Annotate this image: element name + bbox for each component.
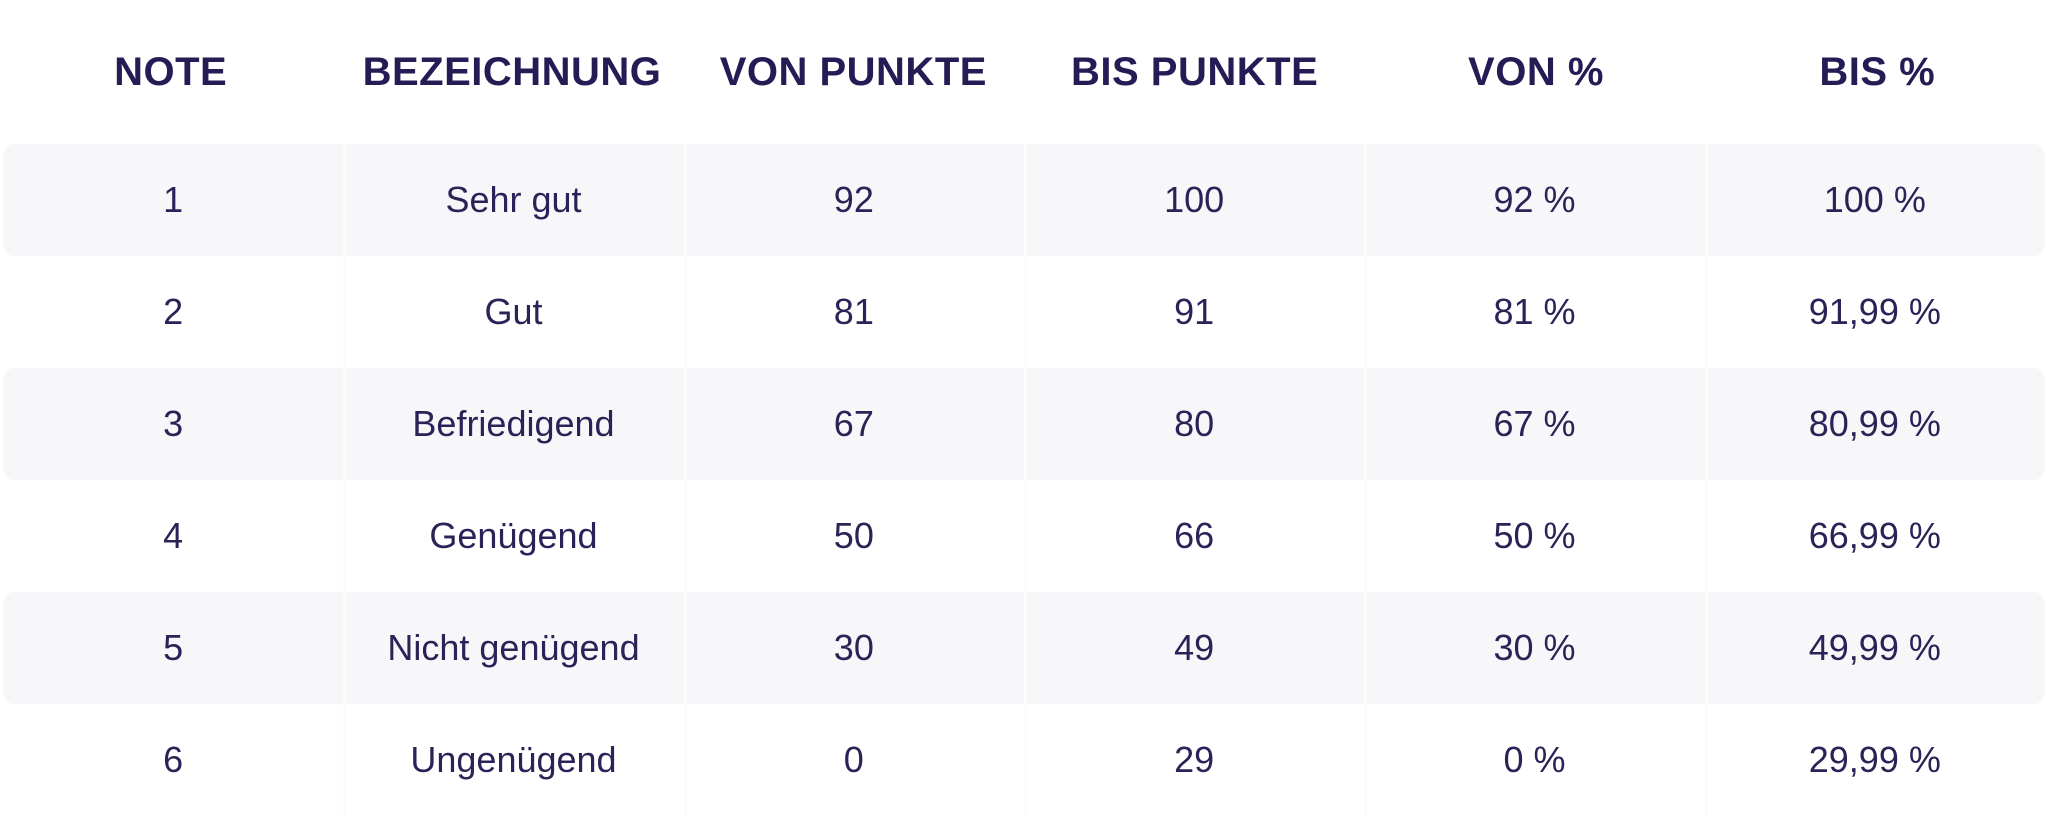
cell-note: 2	[163, 291, 184, 332]
table-header-row: NOTE BEZEICHNUNG VON PUNKTE BIS PUNKTE V…	[0, 0, 2048, 144]
cell-bis-prozent: 80,99 %	[1705, 368, 2045, 480]
cell-von-prozent: 0 %	[1364, 704, 1704, 816]
cell-note: 4	[163, 515, 184, 556]
column-header-bis-punkte: BIS PUNKTE	[1071, 49, 1319, 94]
cell-bezeichnung: Gut	[343, 256, 683, 368]
cell-bezeichnung: Befriedigend	[343, 368, 683, 480]
column-header-von-prozent: VON %	[1468, 49, 1604, 94]
table-row: 2 Gut 81 91 81 % 91,99 %	[3, 256, 2045, 368]
column-header-bis-prozent: BIS %	[1819, 49, 1936, 94]
cell-von-punkte: 0	[684, 704, 1024, 816]
cell-von-prozent: 81 %	[1364, 256, 1704, 368]
cell-bezeichnung: Nicht genügend	[343, 592, 683, 704]
cell-bis-prozent: 100 %	[1705, 144, 2045, 256]
cell-bis-punkte: 66	[1024, 480, 1364, 592]
column-header-note: NOTE	[114, 49, 228, 94]
cell-von-prozent: 92 %	[1364, 144, 1704, 256]
cell-von-punkte: 92	[684, 144, 1024, 256]
table-row: 3 Befriedigend 67 80 67 % 80,99 %	[3, 368, 2045, 480]
cell-bis-punkte: 100	[1024, 144, 1364, 256]
cell-von-punkte: 30	[684, 592, 1024, 704]
cell-von-prozent: 30 %	[1364, 592, 1704, 704]
cell-bis-prozent: 66,99 %	[1705, 480, 2045, 592]
column-header-bezeichnung: BEZEICHNUNG	[362, 49, 662, 94]
cell-bis-prozent: 29,99 %	[1705, 704, 2045, 816]
cell-bis-punkte: 49	[1024, 592, 1364, 704]
cell-bis-punkte: 29	[1024, 704, 1364, 816]
cell-bis-prozent: 91,99 %	[1705, 256, 2045, 368]
cell-bezeichnung: Genügend	[343, 480, 683, 592]
table-row: 4 Genügend 50 66 50 % 66,99 %	[3, 480, 2045, 592]
cell-note: 1	[163, 179, 184, 220]
cell-von-punkte: 81	[684, 256, 1024, 368]
cell-note: 3	[163, 403, 184, 444]
cell-bezeichnung: Ungenügend	[343, 704, 683, 816]
cell-bezeichnung: Sehr gut	[343, 144, 683, 256]
column-header-von-punkte: VON PUNKTE	[719, 49, 987, 94]
table-row: 1 Sehr gut 92 100 92 % 100 %	[3, 144, 2045, 256]
cell-von-prozent: 50 %	[1364, 480, 1704, 592]
cell-von-punkte: 67	[684, 368, 1024, 480]
cell-bis-prozent: 49,99 %	[1705, 592, 2045, 704]
cell-von-prozent: 67 %	[1364, 368, 1704, 480]
cell-von-punkte: 50	[684, 480, 1024, 592]
cell-note: 5	[163, 627, 184, 668]
table-row: 6 Ungenügend 0 29 0 % 29,99 %	[3, 704, 2045, 816]
cell-note: 6	[163, 739, 184, 780]
cell-bis-punkte: 91	[1024, 256, 1364, 368]
cell-bis-punkte: 80	[1024, 368, 1364, 480]
table-row: 5 Nicht genügend 30 49 30 % 49,99 %	[3, 592, 2045, 704]
